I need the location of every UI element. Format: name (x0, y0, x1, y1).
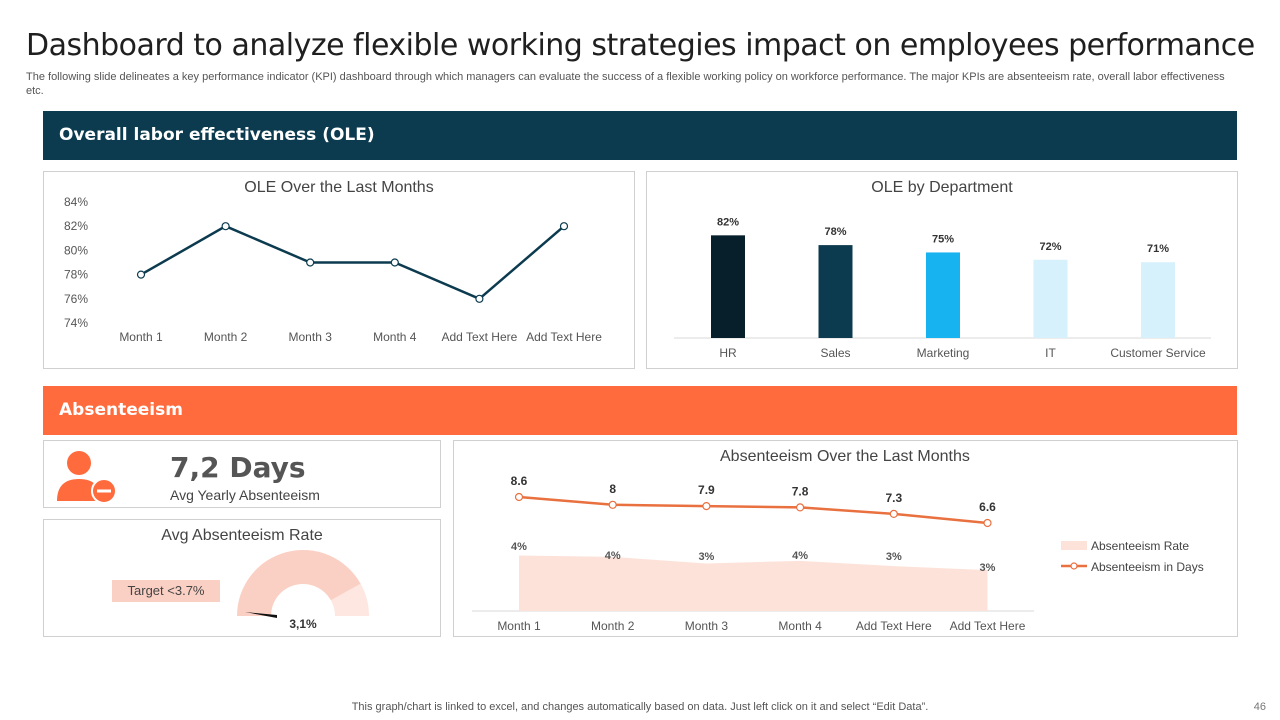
x-tick-label: Month 2 (591, 619, 635, 633)
x-tick-label: HR (719, 346, 737, 360)
page-subtitle: The following slide delineates a key per… (26, 71, 1225, 97)
x-tick-label: Customer Service (1110, 346, 1206, 360)
bar-data-label: 72% (1039, 241, 1061, 253)
line-data-point (983, 518, 992, 528)
y-tick-label: 74% (64, 316, 88, 330)
gauge-chart[interactable]: 3,1% (44, 520, 440, 636)
page-number: 46 (1253, 701, 1266, 713)
x-tick-label: Add Text Here (856, 619, 932, 633)
x-tick-label: Marketing (917, 346, 970, 360)
ole-data-point (390, 258, 399, 267)
y-tick-label: 82% (64, 219, 88, 233)
area-data-label: 4% (511, 541, 527, 553)
section-header-ole: Overall labor effectiveness (OLE) (43, 111, 1237, 160)
kpi-value: 7,2 Days (170, 451, 306, 484)
ole-bar-chart[interactable]: 82% HR 78% Sales 75% Marketing 72% IT 71% Custome… (647, 172, 1237, 368)
ole-series-line (140, 224, 565, 301)
gauge-panel[interactable]: Avg Absenteeism Rate Target <3.7% 3,1% (43, 519, 441, 637)
ole-data-point (559, 222, 569, 231)
area-data-label: 4% (792, 550, 808, 562)
ole-bar (818, 245, 853, 338)
x-tick-label: Add Text Here (950, 619, 1026, 633)
gauge-title: Avg Absenteeism Rate (161, 527, 323, 544)
x-tick-label: Month 1 (119, 330, 163, 344)
ole-bar (711, 235, 745, 338)
line-data-label: 7.8 (792, 484, 809, 498)
page-title: Dashboard to analyze flexible working st… (26, 28, 1255, 63)
absenteeism-rate-area (519, 555, 988, 611)
legend-label: Absenteeism Rate (1091, 539, 1189, 553)
x-tick-label: Month 2 (204, 330, 248, 344)
section-header-absenteeism: Absenteeism (43, 386, 1237, 435)
ole-bar (1141, 262, 1175, 338)
line-data-point (889, 509, 898, 519)
x-tick-label: Month 1 (497, 619, 541, 633)
bar-data-label: 71% (1147, 243, 1169, 255)
x-tick-label: Month 4 (778, 619, 822, 633)
line-data-label: 7.3 (885, 491, 902, 505)
gauge-needle (245, 612, 277, 618)
area-data-label: 3% (980, 562, 996, 574)
legend-swatch-area (1061, 541, 1087, 550)
ole-data-point (221, 222, 230, 231)
ole-bar (926, 252, 960, 338)
legend-swatch-marker (1070, 562, 1078, 570)
line-data-point (514, 492, 524, 502)
absenteeism-chart[interactable]: 4% 4% 3% 4% 3% 3% 8.6 Month 1 8 Month 2 7.9 Month 3… (454, 441, 1237, 636)
y-tick-label: 78% (64, 268, 88, 282)
x-tick-label: Add Text Here (441, 330, 517, 344)
x-tick-label: Sales (820, 346, 850, 360)
ole-line-chart[interactable]: 74% 76% 78% 80% 82% 84% Month 1 Month 2 Month 3 M… (44, 172, 634, 368)
y-tick-label: 76% (64, 292, 88, 306)
line-data-label: 7.9 (698, 483, 715, 497)
line-data-point (702, 501, 711, 511)
ole-data-point (306, 258, 315, 267)
ole-data-point (475, 294, 484, 303)
ole-bar-panel[interactable]: OLE by Department 82% HR 78% Sales 75% Market… (646, 171, 1238, 369)
area-data-label: 3% (886, 551, 902, 563)
bar-data-label: 75% (932, 233, 954, 245)
bar-data-label: 82% (717, 216, 739, 228)
gauge-value-arc (237, 550, 361, 616)
y-tick-label: 84% (64, 195, 88, 209)
line-data-point (608, 500, 617, 509)
bar-data-label: 78% (824, 226, 846, 238)
ole-line-panel[interactable]: OLE Over the Last Months 74% 76% 78% 80% 82%… (43, 171, 635, 369)
area-data-label: 3% (698, 551, 714, 563)
y-tick-label: 80% (64, 243, 88, 257)
user-remove-icon (57, 451, 117, 504)
area-data-label: 4% (605, 550, 621, 562)
x-tick-label: Month 3 (289, 330, 333, 344)
gauge-remaining-arc (330, 583, 369, 616)
gauge-value-label: 3,1% (289, 617, 317, 631)
absenteeism-panel[interactable]: Absenteeism Over the Last Months 4% 4% 3% 4… (453, 440, 1238, 637)
line-data-label: 8.6 (511, 474, 528, 488)
line-data-point (796, 503, 805, 512)
target-badge: Target <3.7% (112, 580, 220, 602)
line-data-label: 6.6 (979, 500, 996, 514)
absenteeism-days-line (518, 495, 988, 525)
ole-data-point (136, 270, 146, 279)
x-tick-label: IT (1045, 346, 1056, 360)
kpi-card: 7,2 Days Avg Yearly Absenteeism (43, 440, 441, 508)
absenteeism-title: Absenteeism Over the Last Months (720, 448, 970, 465)
x-tick-label: Month 4 (373, 330, 417, 344)
x-tick-label: Add Text Here (526, 330, 602, 344)
footer-note: This graph/chart is linked to excel, and… (351, 701, 929, 713)
kpi-label: Avg Yearly Absenteeism (170, 487, 320, 503)
ole-line-title: OLE Over the Last Months (244, 179, 434, 196)
ole-bar (1033, 259, 1068, 338)
legend-label: Absenteeism in Days (1091, 560, 1204, 574)
line-data-label: 8 (609, 482, 616, 496)
x-tick-label: Month 3 (685, 619, 729, 633)
ole-bar-title: OLE by Department (871, 179, 1013, 196)
